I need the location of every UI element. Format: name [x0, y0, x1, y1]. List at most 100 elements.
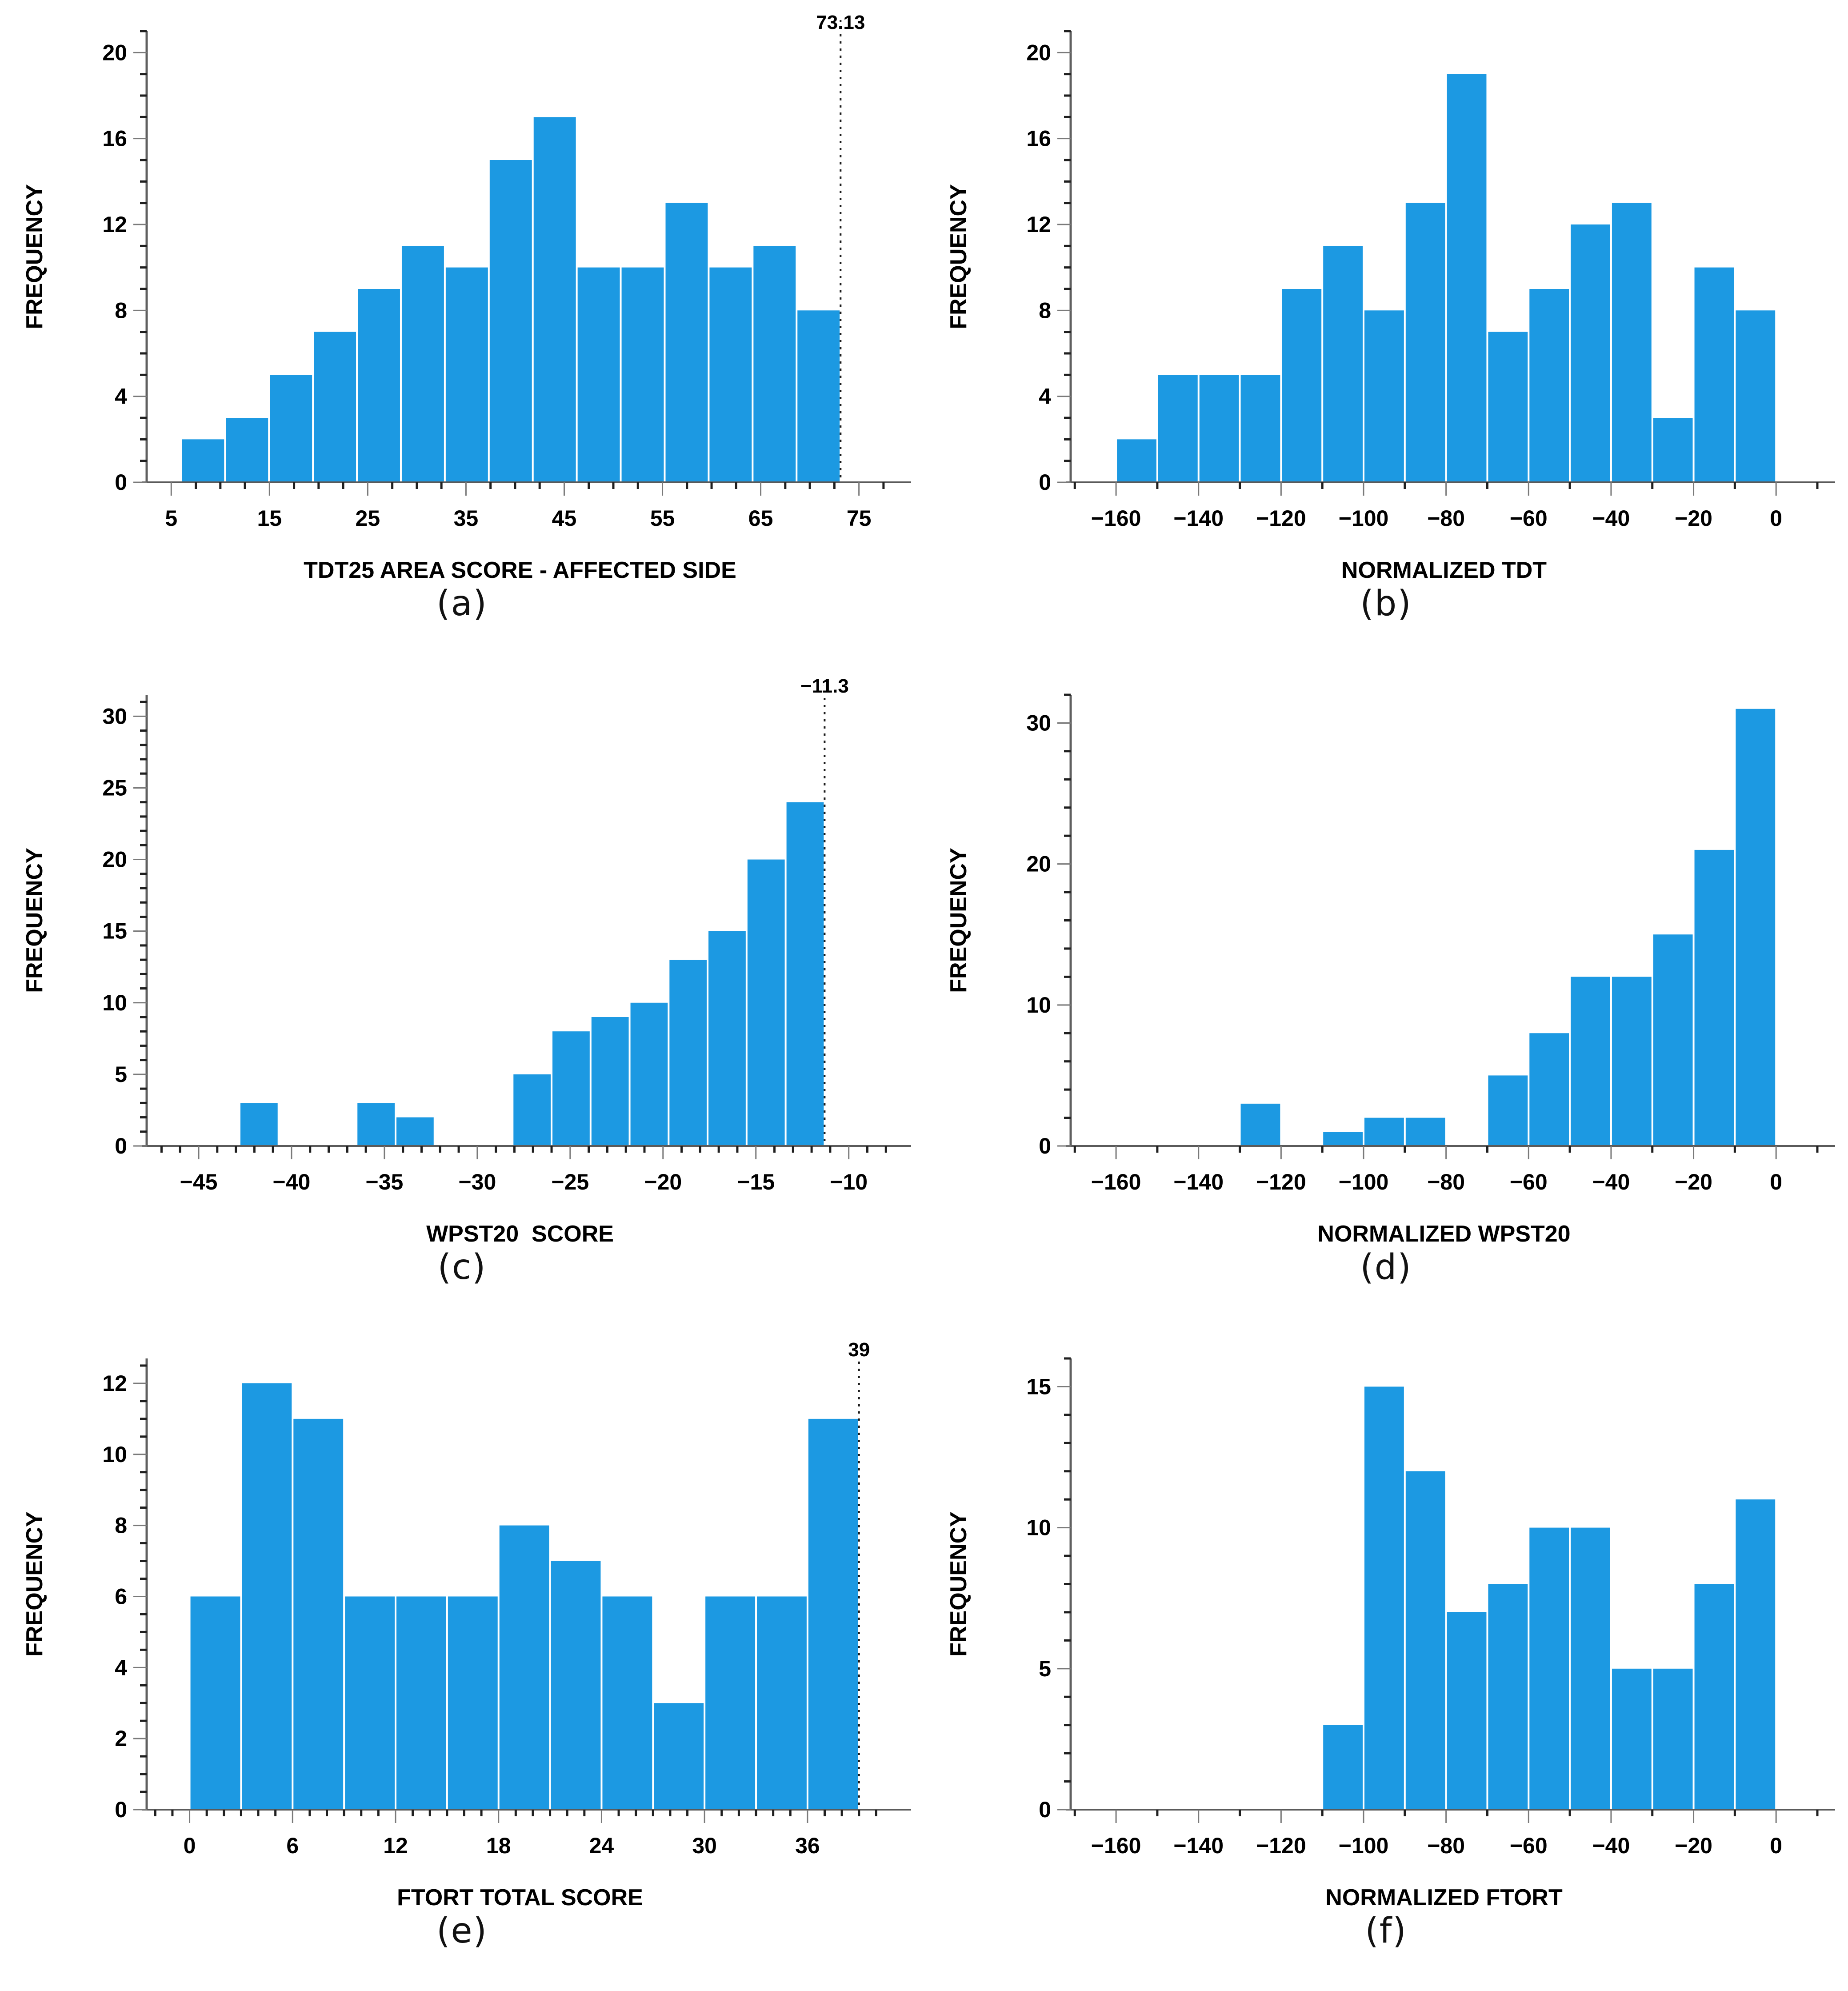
bar — [602, 1596, 652, 1810]
x-tick-label: −80 — [1427, 506, 1465, 531]
x-tick-label: −15 — [737, 1170, 775, 1194]
y-tick-label: 8 — [115, 1513, 127, 1538]
bar — [345, 1596, 395, 1810]
x-tick-label: 55 — [650, 506, 675, 531]
bar — [1612, 1668, 1652, 1810]
x-tick-label: −80 — [1427, 1170, 1465, 1194]
x-tick-label: −60 — [1510, 1833, 1548, 1858]
x-tick-label: −140 — [1173, 1833, 1224, 1858]
bar — [757, 1596, 807, 1810]
bar — [240, 1103, 278, 1146]
y-tick-label: 10 — [102, 1442, 127, 1467]
caption-e: (e) — [436, 1911, 488, 1951]
bar — [1405, 203, 1445, 483]
histogram-f: −160 −140 −120 −100 −80 −60 −40 −20 0 0 5 10 15 NORMA… — [946, 1357, 1835, 1911]
bar — [1529, 1033, 1569, 1146]
bar — [358, 289, 400, 482]
y-tick-label: 12 — [102, 212, 127, 237]
x-axis-title: NORMALIZED TDT — [1341, 557, 1547, 583]
x-tick-label: −20 — [1675, 506, 1712, 531]
bar — [314, 332, 356, 482]
x-axis-title: FTORT TOTAL SCORE — [397, 1885, 643, 1911]
bar — [396, 1596, 446, 1810]
bar — [665, 203, 708, 483]
bar — [709, 267, 752, 482]
x-tick-label: −20 — [644, 1170, 682, 1194]
panel-f: −160 −140 −120 −100 −80 −60 −40 −20 0 0 5 10 15 NORMA… — [924, 1327, 1848, 1991]
bar — [1612, 977, 1652, 1146]
y-tick-label: 30 — [102, 704, 127, 729]
bar — [1405, 1471, 1445, 1810]
x-tick-label: 6 — [286, 1833, 299, 1858]
bar — [1323, 1132, 1363, 1146]
caption-f: (f) — [1365, 1911, 1407, 1951]
x-tick-label: −140 — [1173, 1170, 1224, 1194]
panel-b: −160 −140 −120 −100 −80 −60 −40 −20 0 0 4 8 12 16 20 NO… — [924, 0, 1848, 664]
bar — [1488, 1584, 1528, 1810]
x-tick-label: 45 — [552, 506, 577, 531]
y-tick-label: 4 — [115, 384, 127, 409]
x-tick-label: −40 — [1592, 1833, 1630, 1858]
y-tick-label: 10 — [102, 990, 127, 1015]
bar — [1653, 1668, 1693, 1810]
bar — [1364, 1386, 1404, 1810]
x-tick-label: 35 — [454, 506, 479, 531]
bar — [1571, 224, 1610, 482]
y-tick-label: 16 — [1026, 126, 1051, 151]
x-axis-title: NORMALIZED WPST20 — [1317, 1221, 1570, 1247]
y-tick-label: 6 — [115, 1584, 127, 1609]
x-tick-label: −120 — [1256, 506, 1306, 531]
x-tick-label: −160 — [1091, 506, 1141, 531]
histogram-c: −45 −40 −35 −30 −25 −20 −15 −10 0 5 10 15 20 25 30 WPST… — [22, 673, 911, 1247]
bar — [621, 267, 664, 482]
x-tick-label: −30 — [458, 1170, 496, 1194]
x-tick-label: −40 — [273, 1170, 311, 1194]
caption-b: (b) — [1360, 584, 1412, 624]
y-tick-label: 8 — [115, 298, 127, 323]
bar — [1199, 375, 1239, 482]
x-tick-label: −160 — [1091, 1170, 1141, 1194]
caption-a: (a) — [436, 584, 488, 624]
caption-c: (c) — [437, 1247, 487, 1287]
y-axis-title: FREQUENCY — [946, 1511, 972, 1656]
y-tick-label: 20 — [102, 40, 127, 65]
bar — [1364, 310, 1404, 482]
bar — [708, 931, 746, 1146]
bar — [808, 1418, 858, 1810]
bar — [1282, 289, 1322, 482]
x-tick-label: −140 — [1173, 506, 1224, 531]
reference-line-label: 39 — [848, 1339, 870, 1361]
bar — [1158, 375, 1198, 482]
bar — [499, 1525, 549, 1810]
y-tick-label: 20 — [1026, 852, 1051, 877]
y-tick-label: 12 — [102, 1371, 127, 1396]
bar — [1612, 203, 1652, 483]
x-tick-label: −100 — [1339, 1170, 1389, 1194]
bar — [448, 1596, 498, 1810]
bar — [1488, 1075, 1528, 1146]
y-tick-label: 0 — [115, 1134, 127, 1158]
bar — [1323, 1725, 1363, 1810]
y-tick-label: 12 — [1026, 212, 1051, 237]
bar — [654, 1703, 704, 1810]
bar — [1571, 1527, 1610, 1810]
bar — [489, 160, 532, 482]
x-tick-label: −80 — [1427, 1833, 1465, 1858]
bar — [1240, 375, 1280, 482]
bar — [1488, 332, 1528, 482]
x-tick-label: 0 — [184, 1833, 196, 1858]
caption-d: (d) — [1360, 1247, 1412, 1287]
y-tick-label: 5 — [115, 1062, 127, 1087]
x-tick-label: −120 — [1256, 1170, 1306, 1194]
bar — [630, 1002, 668, 1146]
bar — [182, 439, 224, 482]
panel-e: 0 6 12 18 24 30 36 0 2 4 6 8 10 12 FTORT TOTAL SCORE FR… — [0, 1327, 924, 1991]
x-tick-label: −10 — [830, 1170, 868, 1194]
bar — [445, 267, 488, 482]
x-tick-label: 18 — [486, 1833, 511, 1858]
y-axis-title: FREQUENCY — [946, 848, 972, 993]
x-axis-title: NORMALIZED FTORT — [1325, 1885, 1563, 1911]
bar — [753, 246, 796, 482]
y-tick-label: 4 — [1039, 384, 1051, 409]
